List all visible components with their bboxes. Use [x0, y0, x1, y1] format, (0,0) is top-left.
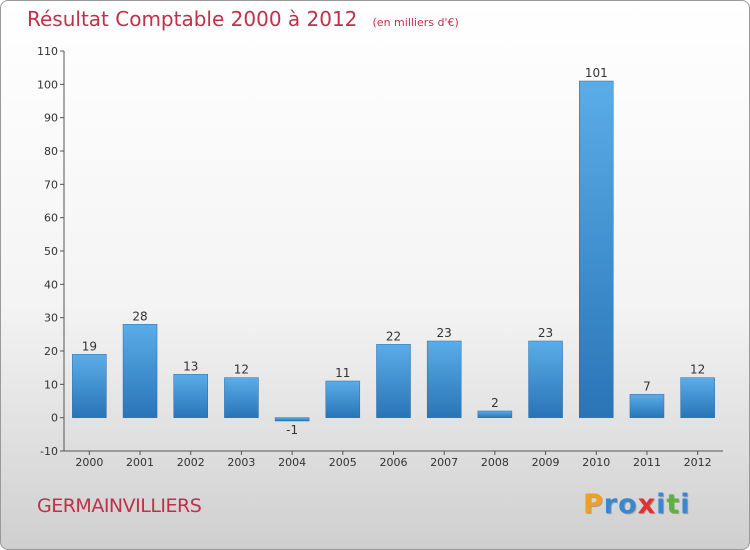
x-tick-label: 2007: [430, 456, 458, 469]
y-tick-label: 80: [44, 145, 58, 158]
y-tick-label: 30: [44, 312, 58, 325]
bar: [629, 394, 665, 418]
data-label: -1: [286, 423, 298, 437]
place-name: GERMAINVILLIERS: [37, 495, 202, 517]
x-tick-label: 2012: [684, 456, 712, 469]
data-label: 12: [690, 363, 705, 377]
bar: [376, 344, 411, 418]
logo-letter: x: [637, 489, 657, 520]
data-label: 11: [335, 366, 350, 380]
proxiti-logo: Proxiti: [583, 489, 691, 520]
x-tick-label: 2004: [278, 456, 306, 469]
y-tick-label: 20: [44, 345, 58, 358]
y-tick-label: 110: [37, 45, 58, 58]
bar: [528, 340, 563, 418]
data-label: 7: [643, 379, 651, 393]
x-tick-label: 2003: [227, 456, 255, 469]
y-tick-label: 10: [44, 378, 58, 391]
bar: [680, 377, 715, 418]
y-tick-label: 60: [44, 212, 58, 225]
x-tick-label: 2005: [329, 456, 357, 469]
logo-letter: P: [583, 489, 604, 520]
bar: [173, 374, 208, 418]
bar: [477, 410, 513, 418]
data-label: 23: [437, 326, 452, 340]
bar: [224, 377, 259, 418]
bar: [72, 354, 107, 418]
logo-letter: i: [656, 489, 667, 520]
bar: [122, 324, 158, 418]
y-tick-label: 40: [44, 278, 58, 291]
x-tick-label: 2000: [75, 456, 103, 469]
data-label: 28: [132, 309, 147, 323]
logo-letter: r: [603, 489, 619, 520]
bar: [579, 80, 614, 418]
data-label: 19: [82, 339, 97, 353]
data-label: 12: [234, 363, 249, 377]
x-tick-label: 2011: [633, 456, 661, 469]
title-block: Résultat Comptable 2000 à 2012 (en milli…: [27, 7, 459, 31]
x-tick-label: 2008: [481, 456, 509, 469]
data-labels: 19 28 13 12 -1 11 22 23 2 23 101 7 12: [82, 66, 706, 437]
chart-title: Résultat Comptable 2000 à 2012: [27, 7, 358, 31]
bar: [274, 417, 310, 422]
data-label: 23: [538, 326, 553, 340]
data-label: 2: [491, 396, 499, 410]
data-label: 13: [183, 359, 198, 373]
axes: -10 0 10 20 30 40 50 60 70 80 90 100 110 2000 2001 2002…: [37, 45, 723, 469]
y-tick-label: 0: [51, 412, 58, 425]
bar: [426, 340, 462, 418]
logo-letter: t: [666, 489, 681, 520]
y-tick-label: 50: [44, 245, 58, 258]
logo-letter: i: [680, 489, 691, 520]
x-tick-label: 2001: [126, 456, 154, 469]
bars: [72, 80, 715, 422]
y-tick-label: 100: [37, 78, 58, 91]
x-tick-label: 2009: [532, 456, 560, 469]
y-tick-label: 90: [44, 112, 58, 125]
chart-subtitle: (en milliers d'€): [372, 16, 459, 29]
x-tick-label: 2006: [380, 456, 408, 469]
x-tick-label: 2010: [582, 456, 610, 469]
y-tick-label: -10: [40, 445, 58, 458]
x-tick-label: 2002: [177, 456, 205, 469]
logo-letter: o: [618, 489, 638, 520]
data-label: 101: [585, 66, 608, 80]
y-tick-label: 70: [44, 178, 58, 191]
bar: [325, 380, 361, 418]
data-label: 22: [386, 329, 401, 343]
